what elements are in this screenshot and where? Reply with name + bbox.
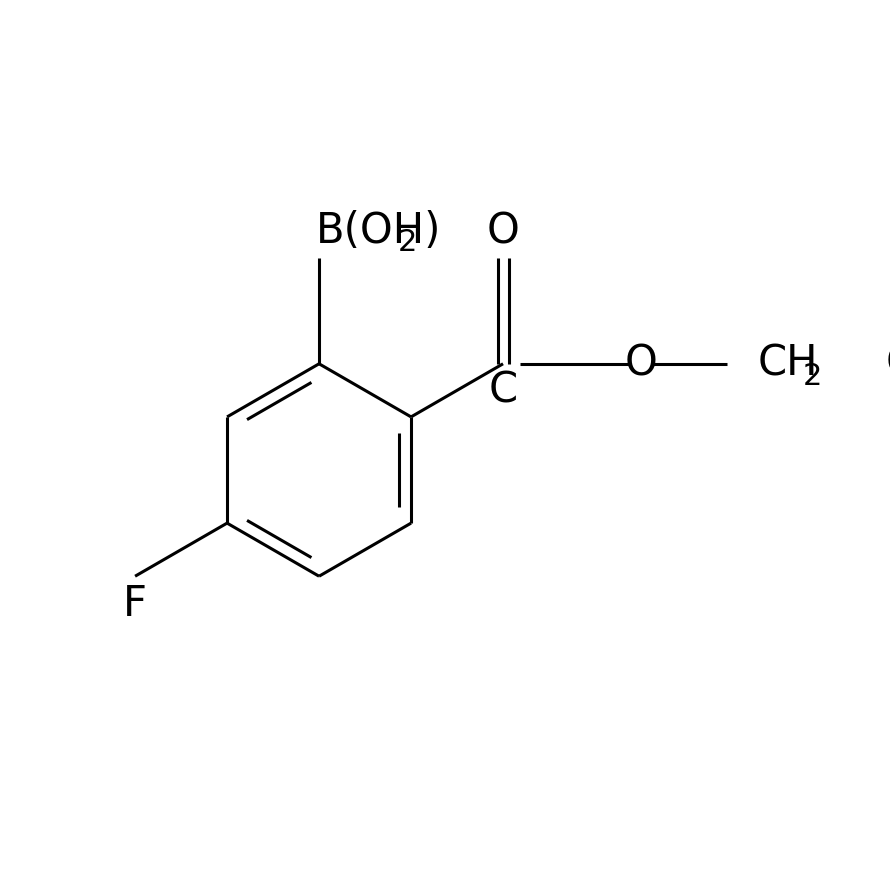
Text: CH: CH: [758, 343, 819, 384]
Text: 2: 2: [398, 228, 417, 257]
Text: O: O: [487, 210, 520, 252]
Text: F: F: [123, 583, 147, 625]
Text: B(OH): B(OH): [316, 210, 441, 252]
Text: 2: 2: [803, 361, 821, 391]
Text: CH: CH: [886, 343, 890, 384]
Text: O: O: [625, 343, 658, 384]
Text: C: C: [489, 369, 518, 411]
